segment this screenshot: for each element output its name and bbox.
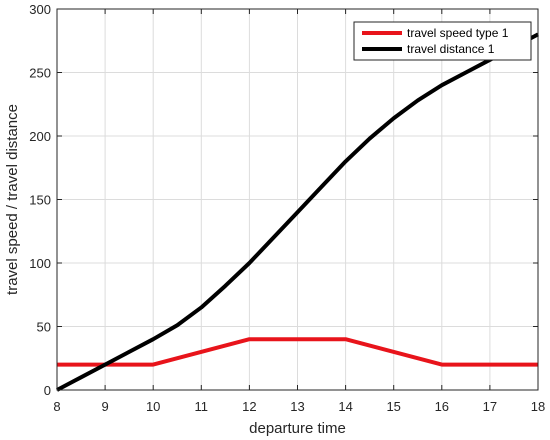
- y-axis-label: travel speed / travel distance: [4, 104, 21, 295]
- legend-label-1: travel speed type 1: [407, 26, 509, 40]
- x-tick-label: 8: [53, 399, 60, 414]
- x-axis-label: departure time: [249, 420, 346, 437]
- y-tick-label: 200: [29, 129, 51, 144]
- y-tick-label: 100: [29, 256, 51, 271]
- x-tick-label: 9: [101, 399, 108, 414]
- legend-box: [353, 21, 532, 61]
- x-tick-label: 17: [483, 399, 497, 414]
- x-tick-label: 18: [531, 399, 545, 414]
- x-tick-label: 13: [290, 399, 304, 414]
- series-line-2: [56, 32, 539, 392]
- series-group: [56, 32, 539, 392]
- x-axis-ticks: 8 9 10 11 12 13 14 15 16 17 18: [53, 9, 545, 414]
- legend-label-2: travel distance 1: [407, 42, 495, 56]
- x-tick-label: 16: [435, 399, 449, 414]
- y-tick-label: 0: [44, 383, 51, 398]
- y-axis-ticks: 0 50 100 150 200 250 300: [29, 2, 538, 398]
- x-tick-label: 11: [195, 399, 209, 414]
- x-tick-label: 12: [242, 399, 256, 414]
- legend: travel speed type 1 travel distance 1: [353, 21, 532, 61]
- x-tick-label: 15: [386, 399, 400, 414]
- y-tick-label: 250: [29, 66, 51, 81]
- y-tick-label: 50: [37, 320, 51, 335]
- y-tick-label: 150: [29, 193, 51, 208]
- x-tick-label: 10: [146, 399, 160, 414]
- series-line-1: [57, 337, 538, 367]
- x-tick-label: 14: [338, 399, 352, 414]
- y-tick-label: 300: [29, 2, 51, 17]
